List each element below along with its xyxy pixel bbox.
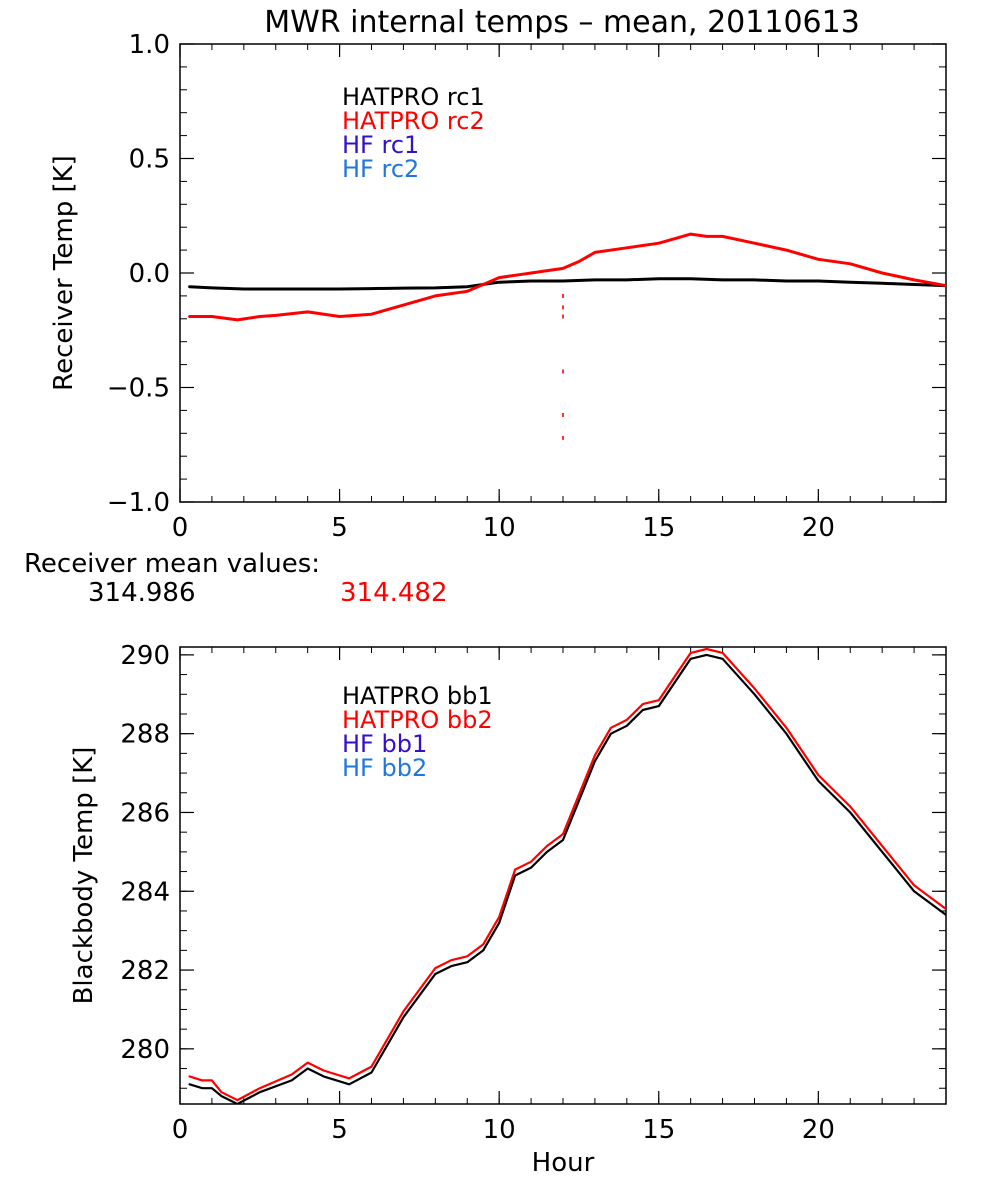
y-tick-label: 284 xyxy=(120,877,170,907)
x-tick-label: 15 xyxy=(642,513,675,543)
legend-entry: HF rc2 xyxy=(342,155,419,183)
data-layer xyxy=(188,647,946,1104)
receiver-mean-value-rc1: 314.986 xyxy=(88,578,196,608)
blackbody-temp-panel: 0 5 10 15 20 280 282 284 286 288 290 Blackbody Temp… xyxy=(69,641,947,1178)
dropout-point xyxy=(562,412,564,417)
legend-entry: HATPRO rc1 xyxy=(342,83,485,111)
x-tick-label: 20 xyxy=(802,1115,835,1145)
y-tick-label: 1.0 xyxy=(129,30,170,60)
dropout-point xyxy=(562,305,564,310)
plot-frame xyxy=(179,43,947,503)
legend-entry: HATPRO rc2 xyxy=(342,107,485,135)
y-tick-label: 0.0 xyxy=(129,259,170,289)
y-tick-label: 282 xyxy=(120,956,170,986)
y-axis-label: Blackbody Temp [K] xyxy=(69,747,99,1005)
figure-title: MWR internal temps – mean, 20110613 xyxy=(264,5,860,40)
y-tick-label: 280 xyxy=(120,1035,170,1065)
receiver-temp-panel: 0 5 10 15 20 −1.0 −0.5 0.0 0.5 1.0 Receiver Temp [… xyxy=(49,30,947,543)
legend-entry: HATPRO bb1 xyxy=(342,682,493,710)
x-tick-label: 0 xyxy=(172,1115,189,1145)
legend-entry: HF bb1 xyxy=(342,730,427,758)
x-tick-label: 10 xyxy=(483,513,516,543)
x-tick-label: 15 xyxy=(642,1115,675,1145)
y-tick-label: −0.5 xyxy=(107,374,170,404)
y-tick-label: 288 xyxy=(120,720,170,750)
dropout-point xyxy=(562,435,564,440)
x-tick-label: 5 xyxy=(331,513,348,543)
dropout-point xyxy=(562,293,564,298)
legend-entry: HF rc1 xyxy=(342,131,419,159)
series-line-hatpro-bb2 xyxy=(188,647,946,1102)
plot-frame xyxy=(179,646,947,1105)
receiver-mean-label: Receiver mean values: xyxy=(24,549,320,579)
data-layer xyxy=(188,232,946,440)
legend-entry: HF bb2 xyxy=(342,754,427,782)
x-tick-label: 0 xyxy=(172,513,189,543)
x-tick-label: 5 xyxy=(331,1115,348,1145)
x-axis-label: Hour xyxy=(532,1148,595,1178)
series-line-hatpro-rc2 xyxy=(188,232,946,322)
x-tick-label: 20 xyxy=(802,513,835,543)
y-tick-label: 0.5 xyxy=(129,145,170,175)
y-tick-label: 290 xyxy=(120,641,170,671)
receiver-mean-value-rc2: 314.482 xyxy=(340,578,448,608)
series-line-hatpro-rc1 xyxy=(188,277,946,291)
legend-entry: HATPRO bb2 xyxy=(342,706,493,734)
y-axis-label: Receiver Temp [K] xyxy=(49,155,79,391)
y-tick-label: −1.0 xyxy=(107,488,170,518)
dropout-point xyxy=(562,314,564,319)
series-line-hatpro-bb1 xyxy=(188,653,946,1104)
x-tick-label: 10 xyxy=(483,1115,516,1145)
dropout-point xyxy=(562,369,564,374)
y-tick-label: 286 xyxy=(120,798,170,828)
